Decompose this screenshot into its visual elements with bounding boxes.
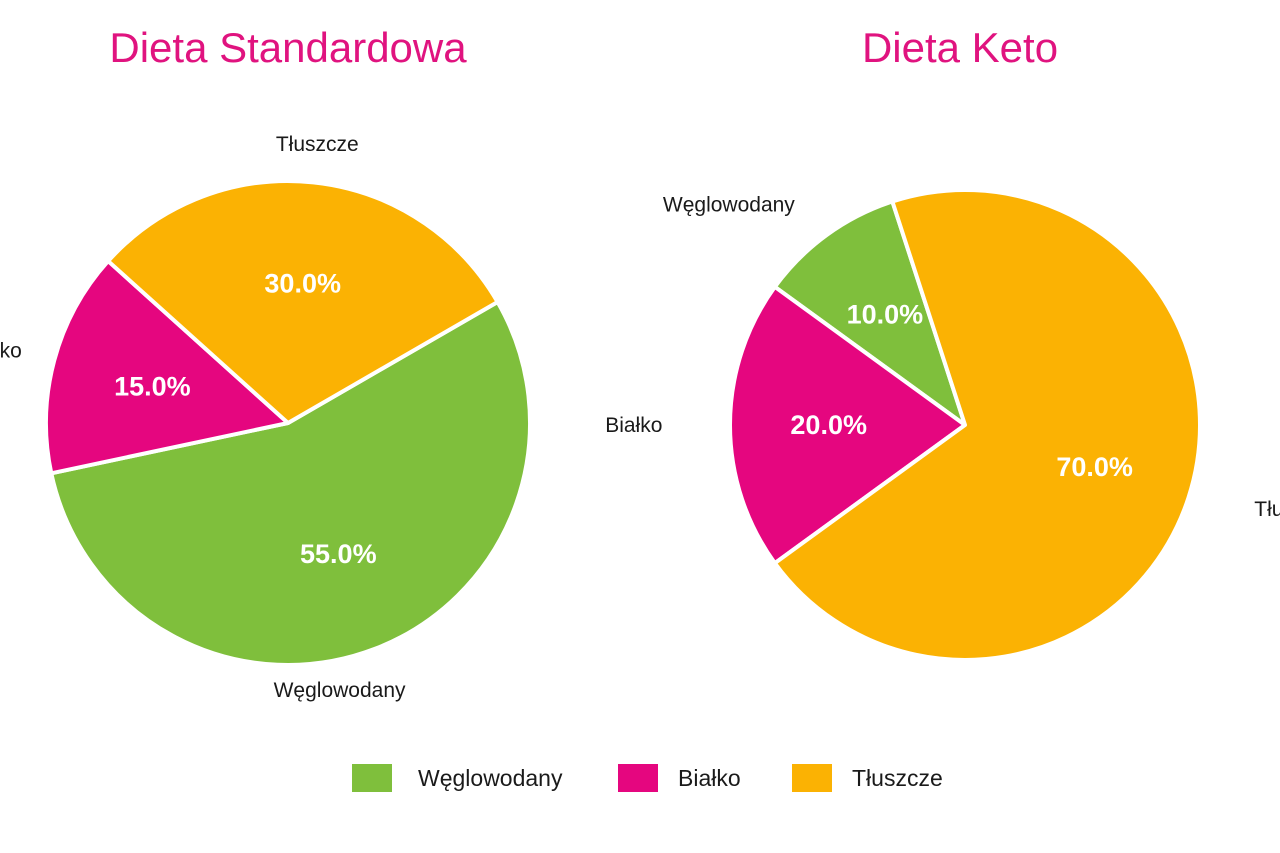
legend-swatch-carbs bbox=[352, 764, 392, 792]
category-label-fat: Tłuszcze bbox=[276, 133, 359, 156]
pct-label-carbs: 10.0% bbox=[847, 300, 924, 330]
pie-slice-carbs bbox=[772, 199, 967, 427]
pie-slice-protein bbox=[44, 259, 290, 476]
legend-swatch-protein bbox=[618, 764, 658, 792]
category-label-protein: Białko bbox=[605, 414, 662, 437]
category-label-protein: Białko bbox=[0, 339, 22, 362]
pct-label-protein: 15.0% bbox=[114, 372, 191, 402]
pct-label-fat: 70.0% bbox=[1056, 452, 1133, 482]
pct-label-fat: 30.0% bbox=[264, 268, 341, 298]
pct-label-carbs: 55.0% bbox=[300, 539, 377, 569]
pct-label-protein: 20.0% bbox=[790, 410, 867, 440]
pie-slice-protein bbox=[727, 284, 967, 566]
pie-slice-fat bbox=[772, 188, 1202, 662]
chart-standard-diet: Dieta Standardowa 55.0% Węglowodany 15.0% B… bbox=[0, 24, 532, 702]
legend-swatch-fat bbox=[792, 764, 832, 792]
legend-label-carbs: Węglowodany bbox=[418, 765, 563, 791]
category-label-carbs: Węglowodany bbox=[274, 679, 406, 702]
category-label-carbs: Węglowodany bbox=[663, 194, 795, 217]
legend-label-fat: Tłuszcze bbox=[852, 765, 943, 791]
pie-slice-fat bbox=[106, 178, 500, 425]
legend: Węglowodany Białko Tłuszcze bbox=[352, 764, 943, 792]
pie-slice-carbs bbox=[49, 300, 532, 667]
category-label-fat: Tłuszcze bbox=[1254, 498, 1280, 521]
legend-label-protein: Białko bbox=[678, 765, 741, 791]
chart-keto-diet: Dieta Keto 10.0% Węglowodany 20.0% Białko 70… bbox=[605, 24, 1280, 662]
chart-title-keto: Dieta Keto bbox=[862, 24, 1058, 71]
chart-title-standard: Dieta Standardowa bbox=[109, 24, 467, 71]
